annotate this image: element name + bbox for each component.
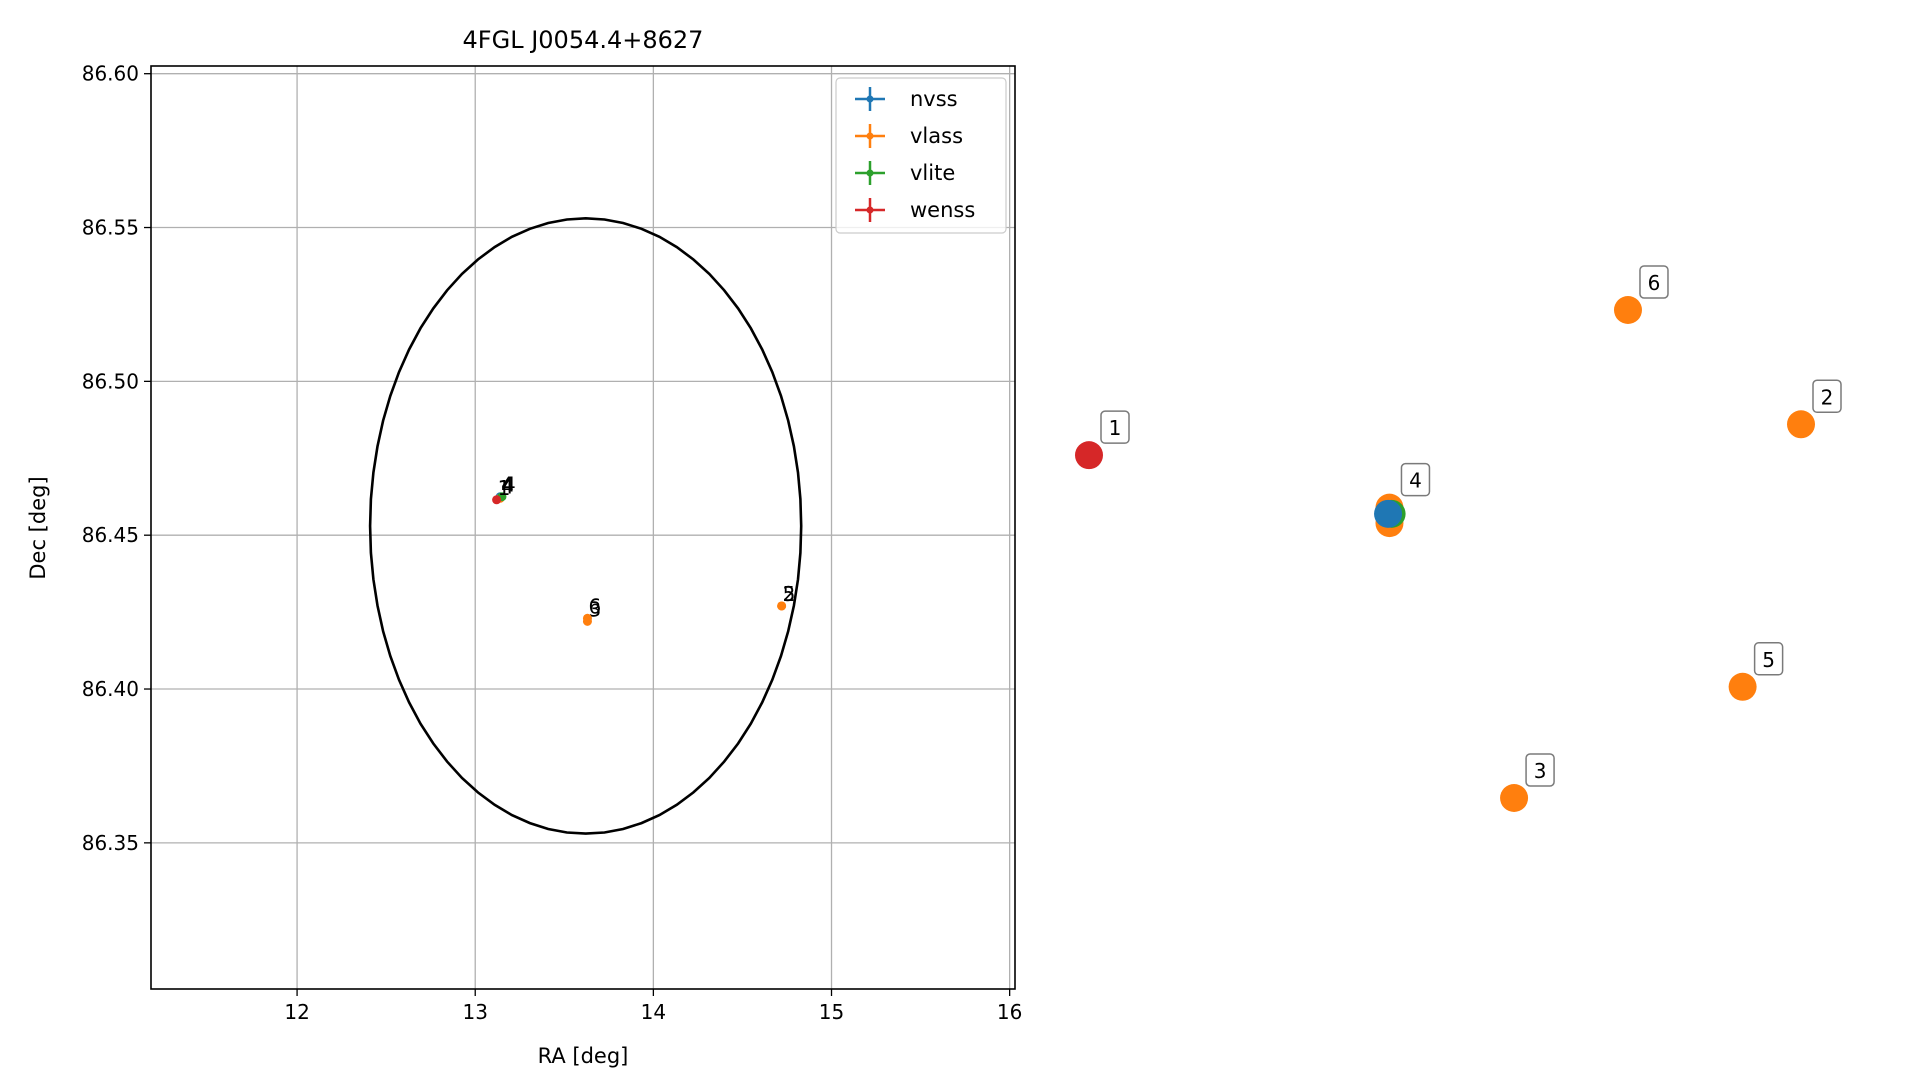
y-tick-label: 86.35 xyxy=(82,831,139,855)
right-box-labels: 1 2 3 4 5 6 xyxy=(1100,265,1842,787)
point-label: 4 xyxy=(503,473,516,497)
vlass-point xyxy=(582,613,592,623)
point-label: 1 xyxy=(498,476,511,500)
y-tick-label: 86.60 xyxy=(82,62,139,86)
point-label: 4 xyxy=(501,474,514,498)
point-label: 2 xyxy=(783,582,796,606)
y-tick-label: 86.40 xyxy=(82,677,139,701)
error-ellipse xyxy=(368,216,803,835)
axes-frame xyxy=(150,65,1016,990)
wenss-marker xyxy=(1075,441,1103,470)
x-tick-label: 12 xyxy=(284,1000,309,1024)
x-tick-label: 14 xyxy=(641,1000,666,1024)
box-label-text: 6 xyxy=(1648,271,1661,295)
y-tick-label: 86.45 xyxy=(82,523,139,547)
legend-marker-dot xyxy=(866,95,874,103)
box-label-text: 2 xyxy=(1821,385,1834,409)
y-tick-label: 86.55 xyxy=(82,216,139,240)
wenss-point xyxy=(492,495,502,505)
legend-label: nvss xyxy=(910,87,958,111)
vlass-marker xyxy=(1787,410,1815,439)
box-label-text: 4 xyxy=(1409,469,1422,493)
y-tick-label: 86.50 xyxy=(82,369,139,393)
label-box xyxy=(1525,753,1555,787)
vlass-marker xyxy=(1500,784,1529,812)
legend-marker-dot xyxy=(866,206,874,214)
label-box xyxy=(1753,642,1784,676)
x-tick-label: 15 xyxy=(819,1000,844,1024)
point-label: 6 xyxy=(588,594,601,618)
vlass-marker xyxy=(1728,672,1757,701)
point-label: 4 xyxy=(501,473,514,497)
chart-title: 4FGL J0054.4+8627 xyxy=(463,26,704,54)
vlass-point xyxy=(777,601,787,611)
legend-marker-dot xyxy=(866,132,874,140)
y-axis-label: Dec [deg] xyxy=(26,476,50,579)
x-tick-label: 16 xyxy=(997,1000,1022,1024)
x-tick-label: 13 xyxy=(462,1000,487,1024)
label-box xyxy=(1400,462,1431,497)
nvss-marker xyxy=(1374,499,1403,528)
legend-label: wenss xyxy=(910,198,975,222)
legend-marker-dot xyxy=(866,169,874,177)
legend-label: vlass xyxy=(910,124,963,148)
point-label: 3 xyxy=(588,597,601,621)
right-data-points xyxy=(1075,296,1815,812)
box-label-text: 1 xyxy=(1109,416,1122,440)
legend-label: vlite xyxy=(910,161,955,185)
ellipse-outline xyxy=(368,216,803,835)
vlass-marker xyxy=(1613,296,1642,324)
label-box xyxy=(1812,379,1842,414)
box-label-text: 3 xyxy=(1534,759,1547,783)
right-chart: 1 2 3 4 5 6 xyxy=(1075,265,1842,812)
legend-box xyxy=(835,77,1007,234)
box-label-text: 5 xyxy=(1762,648,1775,672)
legend: nvss vlass vlite wenss xyxy=(835,77,1007,234)
label-box xyxy=(1100,410,1130,444)
point-label: 5 xyxy=(783,582,796,606)
label-box xyxy=(1639,265,1669,299)
x-axis-label: RA [deg] xyxy=(538,1044,629,1068)
